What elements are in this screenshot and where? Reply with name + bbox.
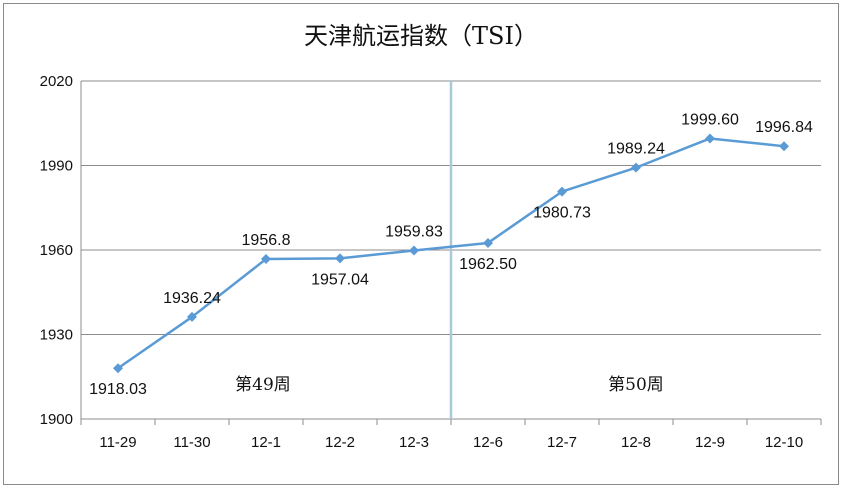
data-label: 1989.24 [607, 141, 665, 158]
annotation-week-49: 第49周 [235, 375, 291, 395]
x-tick-label: 11-29 [99, 434, 136, 451]
data-label: 1918.03 [89, 381, 147, 398]
data-point [779, 141, 789, 152]
data-label: 1999.60 [681, 111, 739, 128]
data-point [335, 253, 345, 264]
y-tick-label: 2020 [40, 73, 73, 90]
data-label: 1936.24 [163, 290, 221, 307]
data-label: 1956.8 [242, 232, 291, 249]
x-tick-label: 12-2 [325, 434, 355, 451]
series-tsi [113, 133, 789, 374]
x-tick-label: 12-7 [547, 434, 577, 451]
data-point [483, 237, 493, 248]
x-tick-label: 12-3 [399, 434, 429, 451]
data-label: 1996.84 [755, 119, 813, 136]
x-tick-label: 12-10 [765, 434, 803, 451]
x-tick-label: 12-9 [695, 434, 725, 451]
data-label: 1980.73 [533, 205, 591, 222]
y-tick-label: 1990 [40, 158, 73, 175]
week-annotations: 第49周 第50周 [235, 375, 664, 395]
x-tick-label: 12-6 [473, 434, 503, 451]
x-tick-label: 12-1 [251, 434, 281, 451]
data-point [113, 363, 123, 374]
data-labels: 1918.03 1936.24 1956.8 1957.04 1959.83 1962.5… [89, 111, 813, 398]
y-tick-label: 1900 [40, 411, 73, 428]
chart-frame [3, 3, 839, 485]
x-tick-label: 11-30 [173, 434, 210, 451]
data-label: 1959.83 [385, 223, 443, 240]
chart-title: 天津航运指数（TSI） [304, 22, 538, 50]
data-point [409, 245, 419, 256]
data-label: 1957.04 [311, 271, 369, 288]
y-tick-label: 1930 [40, 327, 73, 344]
x-axis-ticks: 11-29 11-30 12-1 12-2 12-3 12-6 12-7 12-8 12-9 12… [99, 434, 803, 451]
series-line [117, 137, 785, 370]
data-point [631, 162, 641, 173]
data-point [261, 254, 271, 265]
y-tick-label: 1960 [40, 242, 73, 259]
data-point [557, 186, 567, 197]
x-tick-label: 12-8 [621, 434, 651, 451]
data-label: 1962.50 [459, 256, 517, 273]
data-point [187, 311, 197, 322]
annotation-week-50: 第50周 [608, 375, 664, 395]
axes [80, 81, 822, 425]
data-point [705, 133, 715, 144]
y-axis-ticks: 1900 1930 1960 1990 2020 [40, 73, 73, 428]
